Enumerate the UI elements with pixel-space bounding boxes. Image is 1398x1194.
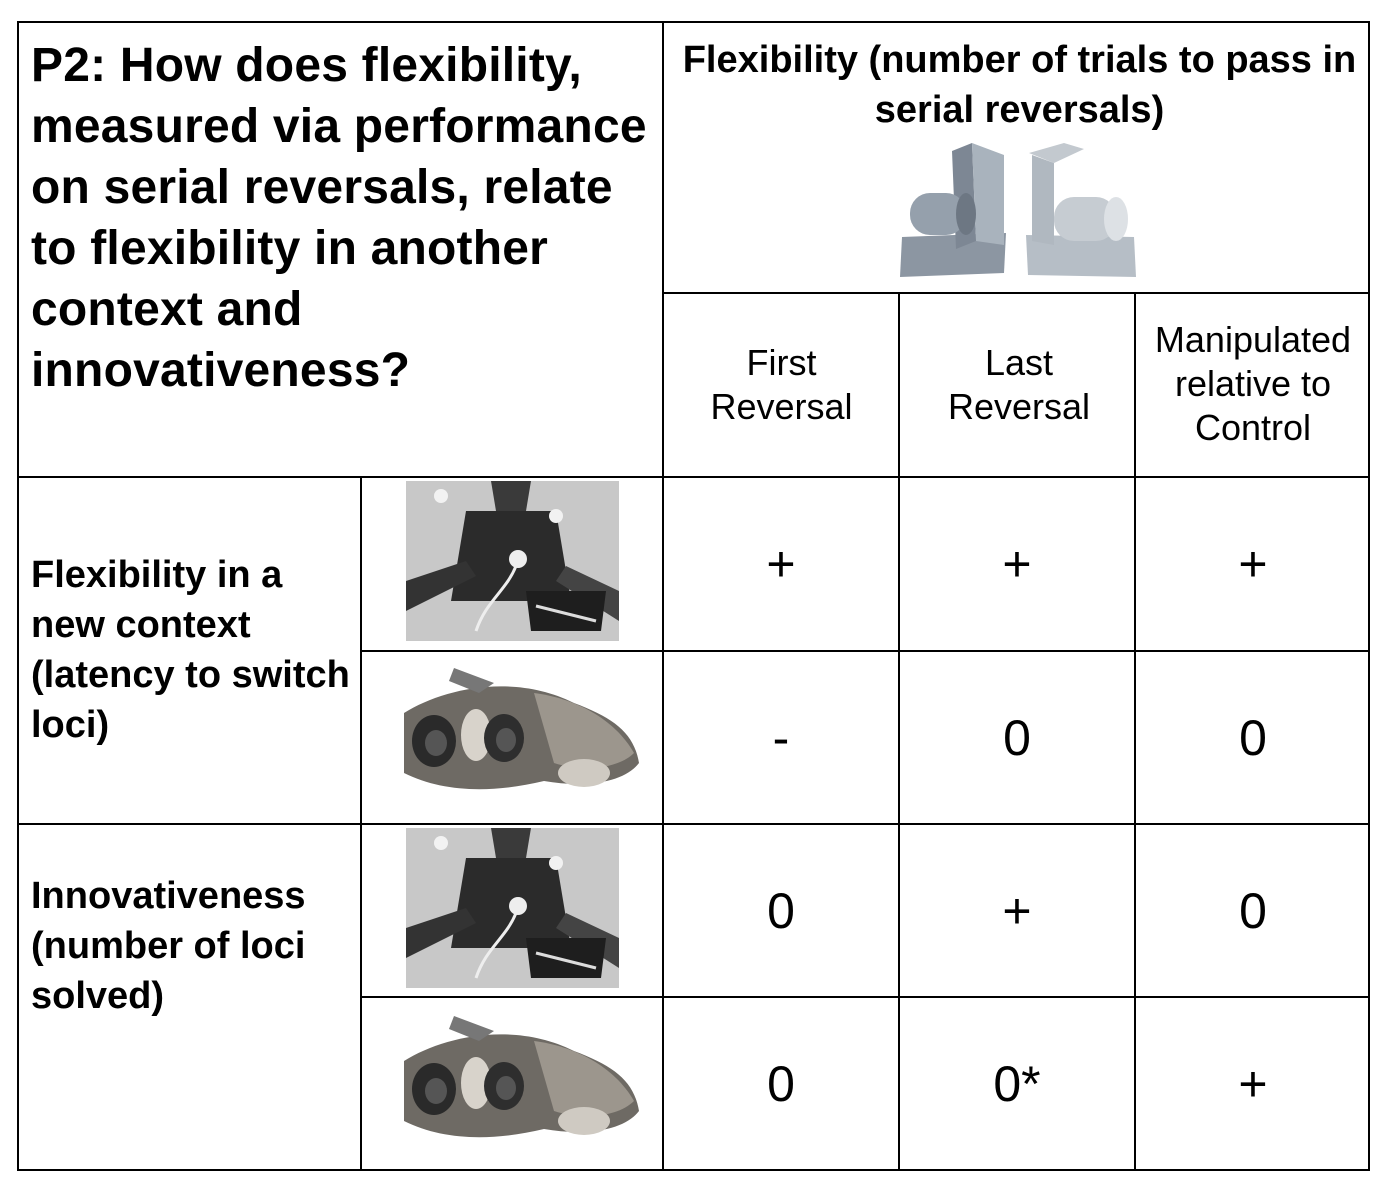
divider: [898, 292, 900, 1169]
divider: [662, 292, 1370, 294]
divider: [19, 823, 1370, 825]
row-header-flexibility-new-context: Flexibility in a new context (latency to…: [31, 554, 350, 746]
value-cell: -: [772, 709, 790, 766]
value-cell: +: [766, 536, 796, 592]
divider: [360, 476, 362, 1169]
plastic-apparatus-photo: [406, 481, 619, 641]
flexibility-header: Flexibility (number of trials to pass in…: [682, 39, 1357, 131]
divider: [662, 23, 664, 478]
column-header-last-reversal: Last Reversal: [947, 342, 1091, 427]
divider: [360, 650, 1370, 652]
value-cell: 0*: [993, 1055, 1041, 1112]
value-cell: 0: [1239, 882, 1267, 939]
value-cell: +: [1238, 1055, 1268, 1112]
column-header-first-reversal: First Reversal: [710, 342, 853, 427]
value-cell: +: [1002, 536, 1032, 592]
row-header-innovativeness: Innovativeness (number of loci solved): [31, 875, 306, 1017]
plastic-apparatus-photo: [406, 828, 619, 988]
reversal-apparatus-photo: [900, 143, 1136, 277]
divider: [1134, 292, 1136, 1169]
value-cell: 0: [767, 1055, 795, 1112]
results-table: P2: How does flexibility, measured via p…: [17, 21, 1370, 1171]
value-cell: 0: [1239, 709, 1267, 766]
log-apparatus-photo: [404, 1016, 639, 1138]
value-cell: 0: [767, 882, 795, 939]
question-text: P2: How does flexibility, measured via p…: [31, 39, 647, 397]
column-header-manipulated: Manipulated relative to Control: [1154, 319, 1352, 448]
value-cell: 0: [1003, 709, 1031, 766]
value-cell: +: [1002, 882, 1032, 939]
divider: [360, 996, 1370, 998]
divider: [662, 476, 664, 1169]
value-cell: +: [1238, 536, 1268, 592]
divider: [19, 476, 1370, 478]
log-apparatus-photo: [404, 668, 639, 790]
